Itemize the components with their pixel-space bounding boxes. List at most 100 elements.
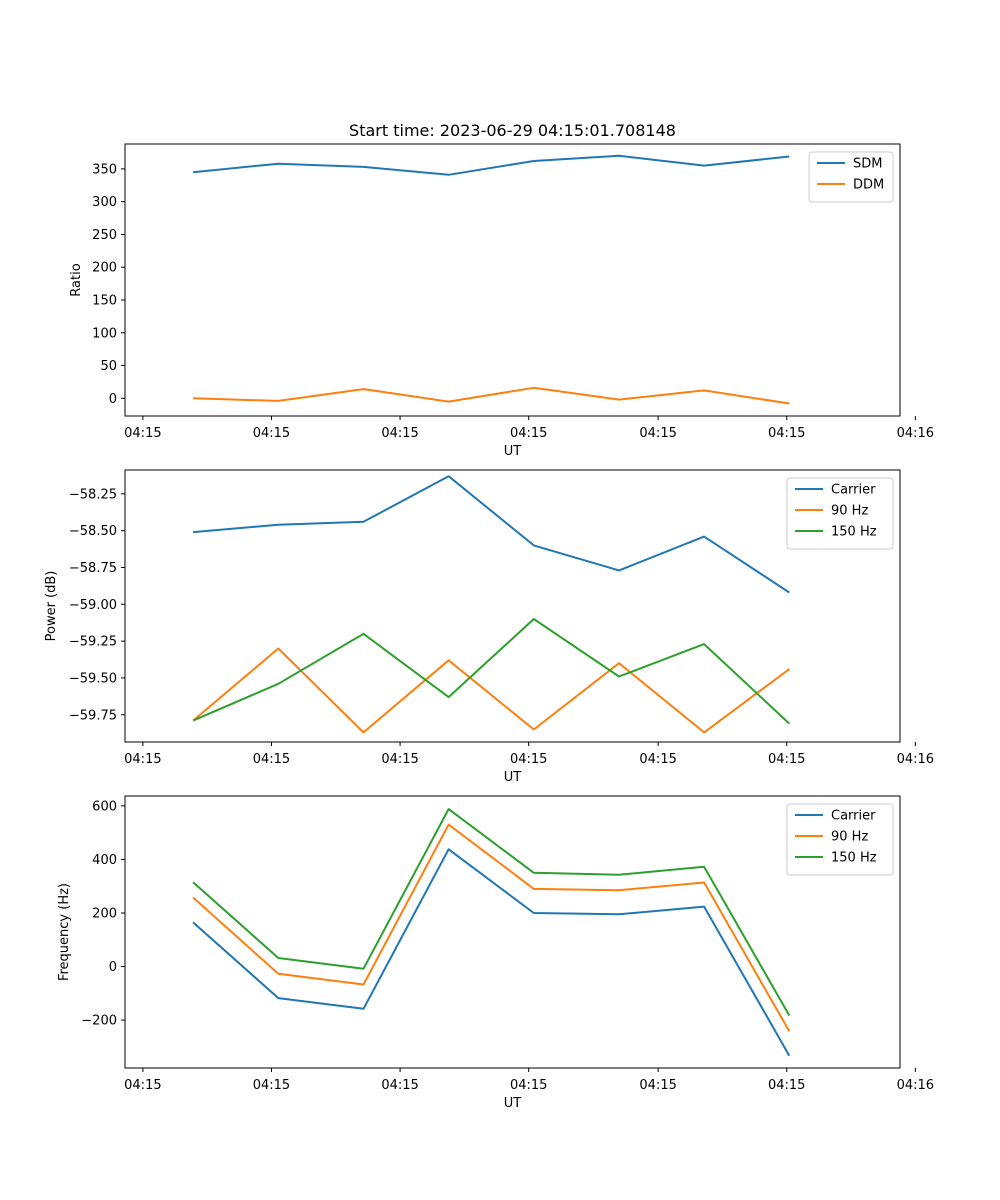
data-point — [703, 389, 705, 391]
y-tick-label: 350 — [92, 162, 117, 177]
data-point — [788, 1015, 790, 1017]
data-point — [277, 524, 279, 526]
series-line-150-hz — [192, 618, 790, 725]
data-point — [533, 387, 535, 389]
legend-label: 150 Hz — [831, 851, 877, 866]
x-tick-label: 04:15 — [124, 426, 161, 441]
legend-label: SDM — [853, 157, 882, 172]
series-line-90-hz — [192, 647, 790, 734]
x-tick-label: 04:15 — [124, 752, 161, 767]
data-point — [703, 881, 705, 883]
data-point — [703, 643, 705, 645]
x-tick-label: 04:15 — [253, 752, 290, 767]
data-point — [192, 531, 194, 533]
data-point — [362, 731, 364, 733]
data-point — [788, 1055, 790, 1057]
y-tick-label: 200 — [92, 906, 117, 921]
x-tick-label: 04:15 — [768, 1078, 805, 1093]
data-point — [703, 906, 705, 908]
y-tick-label: −58.75 — [69, 561, 117, 576]
data-point — [533, 888, 535, 890]
y-tick-label: −58.25 — [69, 487, 117, 502]
data-point — [788, 403, 790, 405]
y-tick-label: 250 — [92, 228, 117, 243]
data-point — [533, 872, 535, 874]
data-point — [448, 696, 450, 698]
chart-panel-3: −200 0 200 400 600 04:15 04:15 04:15 04:15 04:15 0… — [57, 795, 934, 1111]
x-tick-label: 04:15 — [381, 426, 418, 441]
legend: Carrier 90 Hz 150 Hz — [786, 477, 894, 550]
x-tick-label: 04:15 — [768, 426, 805, 441]
data-point — [448, 174, 450, 176]
data-point — [362, 1008, 364, 1010]
plot-frame — [124, 795, 901, 1069]
data-point — [362, 166, 364, 168]
x-tick-label: 04:15 — [639, 426, 676, 441]
x-tick-label: 04:16 — [897, 426, 934, 441]
y-tick-label: 400 — [92, 853, 117, 868]
x-tick-label: 04:15 — [639, 752, 676, 767]
data-point — [277, 647, 279, 649]
data-point — [533, 912, 535, 914]
x-tick-label: 04:15 — [510, 752, 547, 767]
data-point — [618, 399, 620, 401]
chart-panel-1: 0 50 100 150 200 250 300 350 04:15 04:15 04:15 04:1… — [69, 143, 934, 459]
data-point — [362, 388, 364, 390]
x-axis-label: UT — [504, 1096, 522, 1111]
data-point — [277, 683, 279, 685]
y-tick-label: 100 — [92, 326, 117, 341]
data-point — [192, 921, 194, 923]
data-point — [703, 165, 705, 167]
data-point — [192, 397, 194, 399]
y-tick-label: −59.50 — [69, 671, 117, 686]
y-tick-label: 0 — [109, 960, 117, 975]
x-tick-label: 04:16 — [897, 1078, 934, 1093]
x-tick-label: 04:15 — [381, 1078, 418, 1093]
x-tick-label: 04:15 — [510, 426, 547, 441]
data-point — [703, 731, 705, 733]
data-point — [618, 889, 620, 891]
data-point — [192, 896, 194, 898]
data-point — [788, 592, 790, 594]
x-tick-label: 04:15 — [253, 1078, 290, 1093]
data-point — [192, 171, 194, 173]
x-tick-label: 04:15 — [124, 1078, 161, 1093]
series-line-sdm — [193, 154, 790, 176]
data-point — [448, 848, 450, 850]
data-point — [533, 544, 535, 546]
plot-frame — [124, 143, 901, 417]
data-point — [448, 401, 450, 403]
data-point — [703, 536, 705, 538]
data-point — [618, 569, 620, 571]
data-point — [277, 973, 279, 975]
legend-label: 150 Hz — [831, 525, 877, 540]
y-tick-label: −59.75 — [69, 708, 117, 723]
data-point — [362, 633, 364, 635]
y-axis-label: Ratio — [69, 263, 84, 296]
data-point — [362, 521, 364, 523]
x-tick-label: 04:15 — [768, 752, 805, 767]
data-point — [362, 983, 364, 985]
y-tick-label: −59.25 — [69, 635, 117, 650]
data-point — [448, 659, 450, 661]
legend: Carrier 90 Hz 150 Hz — [786, 803, 894, 876]
y-axis-label: Power (dB) — [44, 571, 59, 642]
data-point — [448, 824, 450, 826]
series-line-150-hz — [192, 808, 791, 1016]
data-point — [618, 675, 620, 677]
x-tick-label: 04:16 — [897, 752, 934, 767]
y-tick-label: −200 — [81, 1014, 117, 1029]
data-point — [618, 874, 620, 876]
y-axis-label: Frequency (Hz) — [57, 883, 72, 981]
plot-frame — [124, 469, 901, 743]
chart-panel-2: −58.25 −58.50 −58.75 −59.00 −59.25 −59.50 −59.… — [44, 469, 934, 785]
x-tick-label: 04:15 — [639, 1078, 676, 1093]
data-point — [362, 968, 364, 970]
data-point — [618, 155, 620, 157]
data-point — [788, 668, 790, 670]
y-tick-label: 50 — [100, 359, 117, 374]
legend-label: DDM — [853, 178, 884, 193]
y-tick-label: 600 — [92, 799, 117, 814]
data-point — [448, 475, 450, 477]
